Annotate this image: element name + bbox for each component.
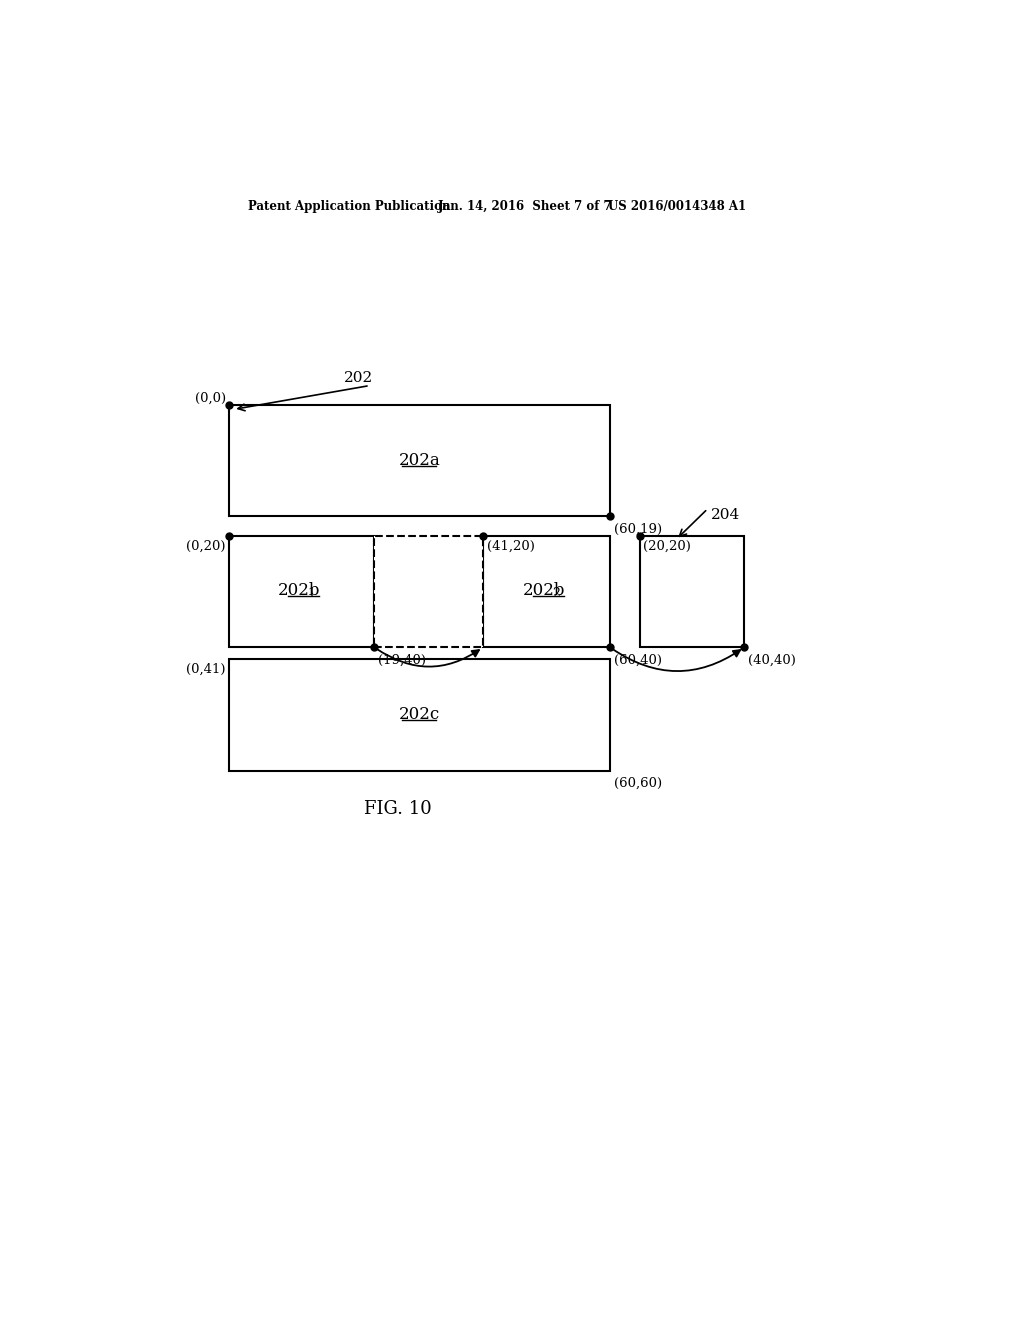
Text: Jan. 14, 2016  Sheet 7 of 7: Jan. 14, 2016 Sheet 7 of 7 <box>438 199 612 213</box>
Bar <box>228 405 610 516</box>
Text: 202c: 202c <box>398 706 440 723</box>
Bar <box>640 536 744 647</box>
Text: 202a: 202a <box>398 453 440 469</box>
FancyArrowPatch shape <box>377 649 479 667</box>
Text: (60,60): (60,60) <box>614 776 663 789</box>
Text: 202: 202 <box>344 371 374 385</box>
Text: (0,0): (0,0) <box>195 392 225 405</box>
Text: 202b: 202b <box>279 582 321 599</box>
Text: 202b: 202b <box>523 582 565 599</box>
Bar <box>228 536 375 647</box>
Text: FIG. 10: FIG. 10 <box>364 800 431 818</box>
Text: 1: 1 <box>307 587 315 601</box>
Text: (41,20): (41,20) <box>486 540 535 553</box>
Text: (20,20): (20,20) <box>643 540 691 553</box>
Bar <box>228 659 610 771</box>
FancyArrowPatch shape <box>612 649 740 671</box>
Text: (60,40): (60,40) <box>614 653 662 667</box>
Text: (19,40): (19,40) <box>378 653 426 667</box>
Text: (40,40): (40,40) <box>748 653 796 667</box>
Text: US 2016/0014348 A1: US 2016/0014348 A1 <box>608 199 746 213</box>
Text: (0,41): (0,41) <box>186 663 225 676</box>
Bar <box>483 536 610 647</box>
Text: (60,19): (60,19) <box>614 523 663 536</box>
Bar <box>375 536 483 647</box>
Text: (0,20): (0,20) <box>186 540 225 553</box>
Text: 2: 2 <box>553 587 560 601</box>
Text: 204: 204 <box>711 508 740 521</box>
Text: Patent Application Publication: Patent Application Publication <box>248 199 451 213</box>
